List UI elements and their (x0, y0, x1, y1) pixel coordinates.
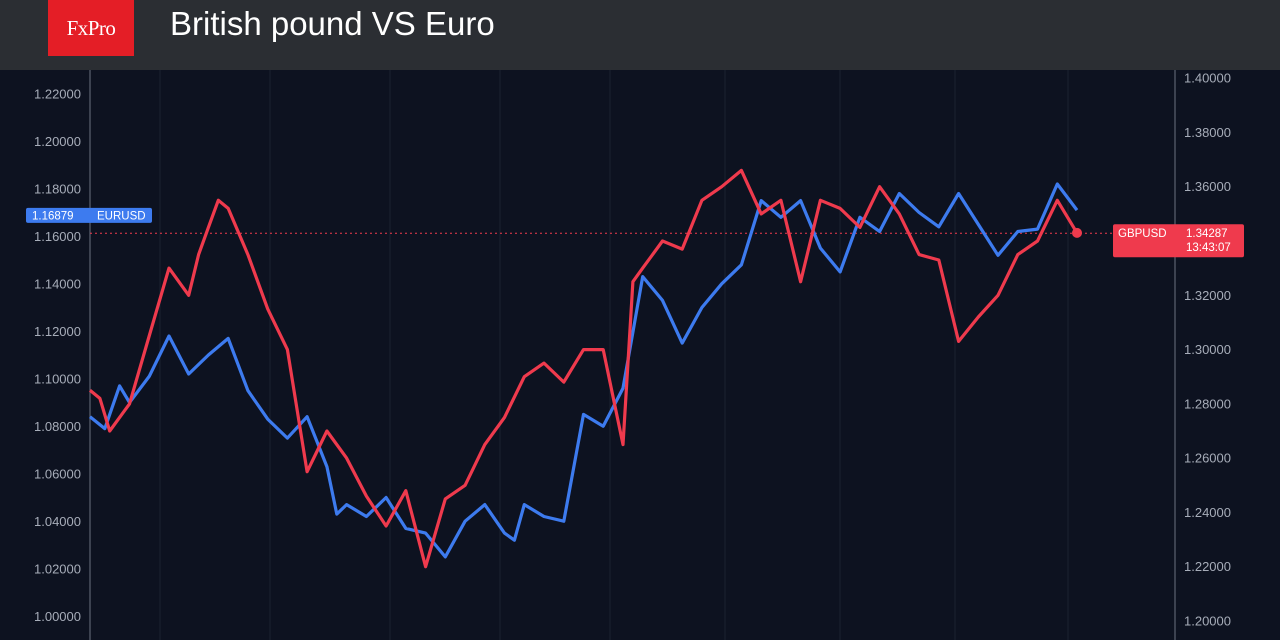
right-tick-label: 1.36000 (1184, 179, 1231, 194)
gbpusd-last-point (1072, 227, 1082, 238)
right-tick-label: 1.40000 (1184, 71, 1231, 86)
left-tick-label: 1.04000 (34, 514, 81, 529)
eurusd-series-name: EURUSD (97, 210, 146, 222)
eurusd-last-value: 1.16879 (32, 210, 74, 222)
right-tick-label: 1.24000 (1184, 505, 1231, 520)
left-tick-label: 1.10000 (34, 371, 81, 386)
right-tick-label: 1.28000 (1184, 396, 1231, 411)
right-axis-ticks: 1.20000 1.22000 1.24000 1.26000 1.28000 1.300… (1184, 71, 1231, 629)
left-tick-label: 1.18000 (34, 181, 81, 196)
chart-title: British pound VS Euro (170, 5, 495, 42)
left-tick-label: 1.22000 (34, 86, 81, 101)
gbpusd-last-value: 1.34287 (1186, 228, 1228, 240)
left-tick-label: 1.08000 (34, 419, 81, 434)
left-tick-label: 1.12000 (34, 324, 81, 339)
line-chart: 1.00000 1.02000 1.04000 1.06000 1.08000 1.100… (26, 70, 1244, 640)
left-tick-label: 1.06000 (34, 466, 81, 481)
left-tick-label: 1.20000 (34, 134, 81, 149)
gbpusd-price-tag: GBPUSD 1.34287 13:43:07 (1113, 224, 1244, 258)
fxpro-logo: FxPro (48, 0, 134, 56)
right-tick-label: 1.26000 (1184, 451, 1231, 466)
eurusd-price-tag: 1.16879 EURUSD (26, 207, 152, 223)
left-tick-label: 1.16000 (34, 229, 81, 244)
right-tick-label: 1.22000 (1184, 559, 1231, 574)
right-tick-label: 1.30000 (1184, 342, 1231, 357)
gbpusd-countdown: 13:43:07 (1186, 242, 1231, 254)
left-tick-label: 1.14000 (34, 276, 81, 291)
left-tick-label: 1.02000 (34, 561, 81, 576)
right-tick-label: 1.20000 (1184, 614, 1231, 629)
gbpusd-series-line (88, 168, 1079, 569)
left-tick-label: 1.00000 (34, 609, 81, 624)
right-tick-label: 1.38000 (1184, 125, 1231, 140)
eurusd-series-line (88, 182, 1079, 559)
right-tick-label: 1.32000 (1184, 288, 1231, 303)
left-axis-ticks: 1.00000 1.02000 1.04000 1.06000 1.08000 1.100… (34, 86, 81, 624)
chart-grid (159, 70, 1069, 640)
gbpusd-series-name: GBPUSD (1118, 228, 1167, 240)
header-bar: FxPro British pound VS Euro (0, 0, 1280, 70)
